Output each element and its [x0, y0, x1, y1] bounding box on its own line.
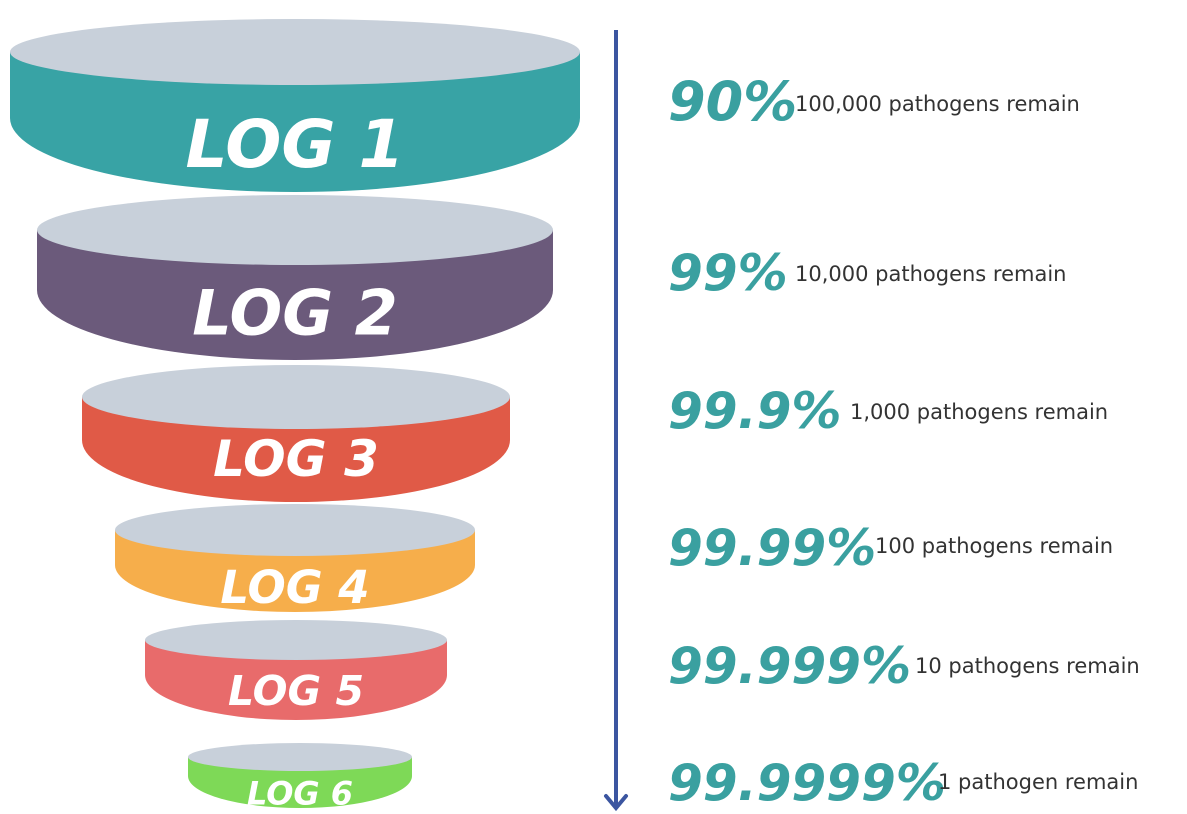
remaining: 1,000 pathogens remain	[850, 400, 1108, 424]
level-label: LOG 1	[186, 106, 405, 183]
remaining: 1 pathogen remain	[938, 770, 1138, 794]
percent: 99.99%	[668, 519, 876, 577]
disk-top	[82, 365, 510, 429]
disk-top	[37, 195, 553, 265]
percent: 99.999%	[668, 637, 911, 695]
level-label: LOG 3	[213, 430, 379, 488]
disk-top	[188, 743, 412, 771]
log-reduction-diagram: LOG 1 90%100,000 pathogens remain LOG 2 99%…	[0, 0, 1187, 814]
percent: 99.9%	[668, 382, 841, 440]
remaining: 100 pathogens remain	[875, 534, 1113, 558]
level-label: LOG 2	[192, 276, 398, 349]
level-label: LOG 5	[228, 667, 364, 715]
disk-top	[145, 620, 447, 660]
level-label: LOG 6	[247, 775, 353, 813]
percent: 90%	[668, 70, 797, 133]
level-label: LOG 4	[220, 561, 369, 614]
disk-top	[10, 19, 580, 85]
remaining: 10,000 pathogens remain	[795, 262, 1066, 286]
remaining: 10 pathogens remain	[915, 654, 1140, 678]
percent: 99.9999%	[668, 754, 946, 812]
disk-top	[115, 504, 475, 556]
remaining: 100,000 pathogens remain	[795, 92, 1080, 116]
percent: 99%	[668, 244, 788, 302]
